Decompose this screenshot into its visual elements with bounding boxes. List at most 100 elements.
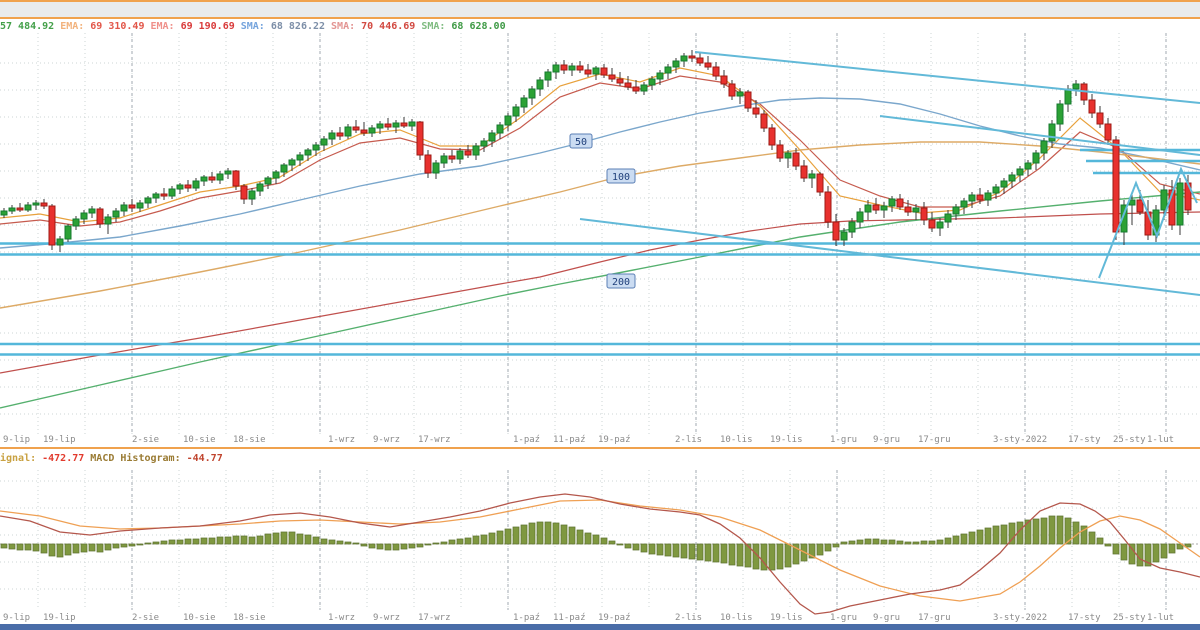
candle-up[interactable] [1016, 168, 1024, 176]
candle-up[interactable] [272, 171, 280, 179]
candle-down[interactable] [336, 132, 344, 137]
candle-down[interactable] [1136, 199, 1144, 213]
candle-up[interactable] [312, 144, 320, 151]
ma-period-box[interactable] [606, 273, 636, 289]
candle-up[interactable] [112, 210, 120, 218]
candle-down[interactable] [824, 191, 832, 223]
candle-up[interactable] [840, 231, 848, 241]
candle-up[interactable] [456, 150, 464, 160]
candle-up[interactable] [80, 212, 88, 220]
candle-up[interactable] [344, 126, 352, 137]
candle-down[interactable] [1088, 99, 1096, 114]
candle-down[interactable] [560, 64, 568, 71]
candle-up[interactable] [520, 97, 528, 108]
candle-down[interactable] [832, 221, 840, 241]
candle-up[interactable] [736, 91, 744, 97]
candle-up[interactable] [408, 121, 416, 127]
candle-up[interactable] [552, 64, 560, 73]
candle-down[interactable] [240, 185, 248, 200]
candle-up[interactable] [1056, 103, 1064, 125]
candle-up[interactable] [664, 66, 672, 74]
candle-up[interactable] [432, 162, 440, 174]
candle-up[interactable] [1048, 123, 1056, 142]
candle-up[interactable] [568, 65, 576, 71]
candle-up[interactable] [912, 207, 920, 213]
candle-down[interactable] [760, 113, 768, 129]
candle-up[interactable] [528, 88, 536, 99]
candle-down[interactable] [616, 78, 624, 84]
candle-up[interactable] [496, 124, 504, 134]
candle-up[interactable] [120, 204, 128, 212]
horizontal-scrollbar[interactable] [0, 624, 1200, 630]
candle-down[interactable] [96, 208, 104, 225]
candle-up[interactable] [168, 188, 176, 197]
candle-down[interactable] [728, 83, 736, 97]
candle-up[interactable] [1120, 204, 1128, 233]
candle-up[interactable] [200, 176, 208, 182]
candle-down[interactable] [464, 150, 472, 156]
candle-up[interactable] [64, 225, 72, 240]
candle-down[interactable] [720, 75, 728, 85]
candle-down[interactable] [976, 194, 984, 201]
candle-up[interactable] [488, 132, 496, 142]
candle-up[interactable] [192, 180, 200, 189]
candle-down[interactable] [48, 205, 56, 246]
macd-chart-canvas[interactable]: 9-lip 19-lip 2-sie 10-sie 18-sie 1-wrz 9-wrz 17… [0, 468, 1200, 624]
candle-up[interactable] [960, 200, 968, 208]
candle-up[interactable] [544, 71, 552, 81]
candle-up[interactable] [1032, 152, 1040, 164]
candle-up[interactable] [784, 152, 792, 159]
candle-down[interactable] [576, 65, 584, 71]
candle-up[interactable] [224, 170, 232, 175]
candle-up[interactable] [480, 140, 488, 147]
candle-up[interactable] [1008, 174, 1016, 182]
candle-up[interactable] [368, 127, 376, 134]
candle-up[interactable] [392, 122, 400, 128]
ma-period-box[interactable] [606, 168, 636, 184]
candle-down[interactable] [16, 207, 24, 211]
candle-down[interactable] [424, 154, 432, 174]
candle-up[interactable] [640, 84, 648, 92]
candle-up[interactable] [808, 173, 816, 179]
candle-down[interactable] [896, 198, 904, 208]
candle-up[interactable] [176, 184, 184, 190]
candle-down[interactable] [584, 69, 592, 75]
candle-down[interactable] [904, 206, 912, 213]
candle-down[interactable] [704, 62, 712, 68]
candle-down[interactable] [352, 126, 360, 131]
candle-down[interactable] [768, 127, 776, 146]
candle-down[interactable] [160, 193, 168, 197]
candle-down[interactable] [416, 121, 424, 156]
candle-up[interactable] [1072, 83, 1080, 90]
candle-up[interactable] [680, 55, 688, 62]
candle-up[interactable] [1040, 140, 1048, 154]
candle-up[interactable] [280, 164, 288, 173]
candle-up[interactable] [144, 197, 152, 204]
candle-up[interactable] [1160, 189, 1168, 211]
candle-up[interactable] [864, 204, 872, 213]
candle-up[interactable] [672, 60, 680, 68]
candle-up[interactable] [1064, 88, 1072, 105]
candle-down[interactable] [128, 204, 136, 209]
candle-up[interactable] [304, 149, 312, 156]
candle-down[interactable] [1104, 123, 1112, 141]
candle-up[interactable] [856, 211, 864, 223]
candle-down[interactable] [600, 67, 608, 76]
candle-up[interactable] [376, 123, 384, 129]
candle-up[interactable] [968, 194, 976, 202]
candle-down[interactable] [40, 202, 48, 207]
candle-up[interactable] [536, 79, 544, 90]
candle-up[interactable] [0, 210, 8, 216]
ma-period-box[interactable] [569, 133, 593, 149]
price-chart-canvas[interactable]: 50 100 200 9-lip 19-lip 2-sie 10-sie 18-sie 1-wr… [0, 33, 1200, 447]
candle-down[interactable] [792, 152, 800, 167]
candle-down[interactable] [752, 107, 760, 115]
candle-down[interactable] [1096, 112, 1104, 125]
candle-up[interactable] [888, 198, 896, 207]
candle-up[interactable] [296, 154, 304, 161]
candle-down[interactable] [920, 207, 928, 221]
candle-down[interactable] [816, 173, 824, 193]
candle-up[interactable] [936, 221, 944, 229]
candle-up[interactable] [24, 204, 32, 211]
candle-up[interactable] [104, 216, 112, 225]
